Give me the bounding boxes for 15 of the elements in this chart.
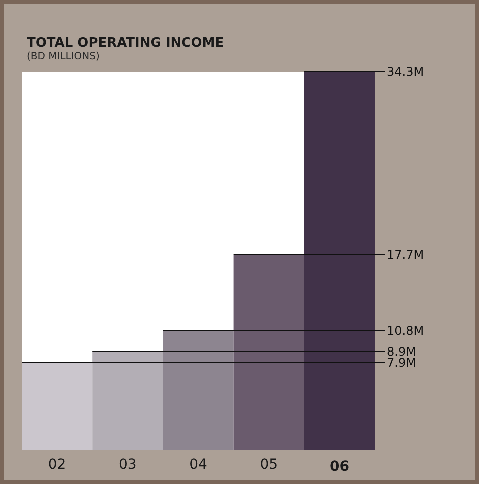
- bar: [304, 72, 375, 450]
- chart-title: TOTAL OPERATING INCOME: [27, 36, 224, 51]
- data-label: 17.7M: [387, 248, 424, 262]
- x-tick-label: 06: [330, 459, 350, 475]
- x-tick-label: 03: [118, 457, 137, 473]
- chart-subtitle: (BD MILLIONS): [27, 52, 100, 62]
- bar: [163, 330, 234, 450]
- x-tick-label: 05: [260, 457, 278, 473]
- bar: [22, 362, 93, 450]
- x-tick-label: 02: [48, 457, 66, 473]
- x-tick-label: 04: [190, 457, 208, 473]
- data-label: 34.3M: [387, 65, 424, 79]
- bar: [92, 352, 164, 450]
- data-label: 10.8M: [387, 324, 424, 338]
- bar: [234, 254, 304, 450]
